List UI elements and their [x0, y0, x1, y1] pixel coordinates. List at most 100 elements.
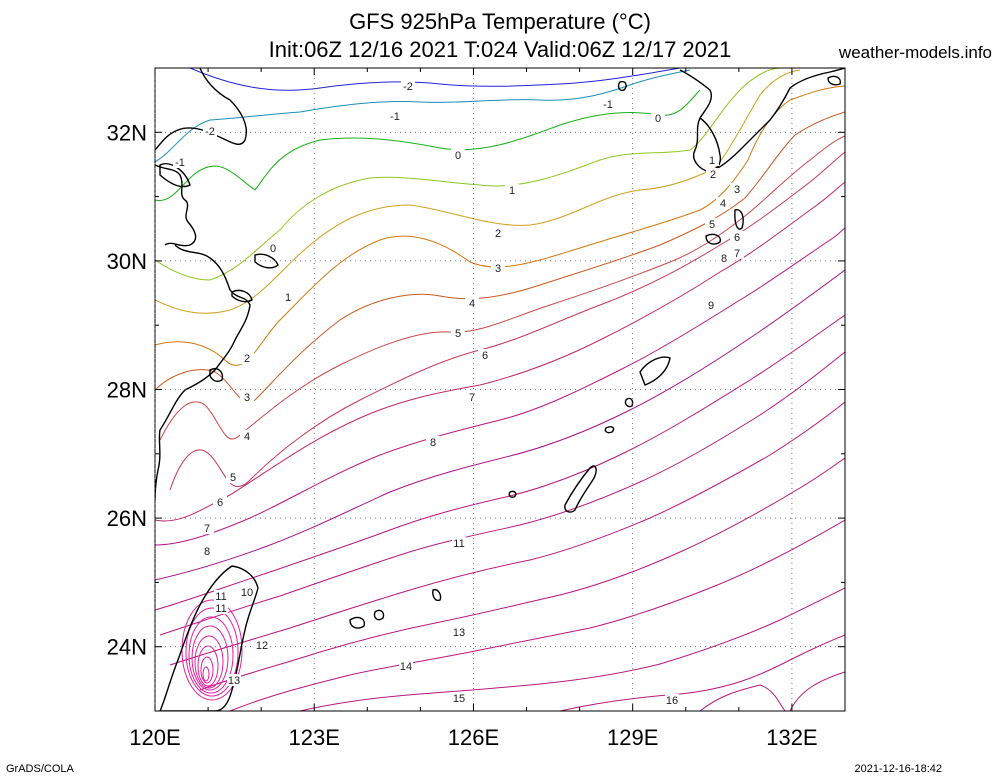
tick-marks	[154, 67, 846, 712]
contour-label: 6	[482, 350, 488, 362]
contour-label: 5	[709, 219, 715, 231]
contour-label: 11	[215, 603, 226, 615]
contour-label: 8	[721, 253, 727, 265]
lon-tick-label: 120E	[129, 725, 180, 750]
contour-line	[155, 227, 845, 546]
contour-label: 8	[204, 546, 210, 558]
contour-line	[194, 635, 224, 689]
contour-label: -1	[390, 111, 400, 123]
contour-line	[159, 135, 845, 441]
contour-line	[200, 656, 214, 684]
contour-line	[197, 645, 219, 687]
contour-label: 0	[655, 113, 661, 125]
contour-label: 4	[720, 198, 726, 210]
contour-label: 7	[469, 392, 475, 404]
contour-line	[188, 616, 234, 694]
contour-label: 6	[734, 232, 740, 244]
island	[254, 253, 279, 269]
lat-tick-label: 26N	[107, 506, 147, 531]
contour-line	[191, 625, 229, 691]
okinawa	[564, 465, 597, 513]
footer-timestamp: 2021-12-16-18:42	[854, 763, 942, 775]
contour-label: 2	[495, 228, 501, 240]
contour-label: -1	[175, 157, 185, 169]
contour-label: 2	[710, 169, 716, 181]
contour-line	[155, 181, 845, 522]
contour-label: 15	[453, 693, 465, 705]
contour-label: 6	[217, 497, 223, 509]
coastlines	[155, 68, 845, 711]
contour-line	[169, 151, 845, 491]
contour-label: 2	[244, 353, 250, 365]
contour-label: -2	[403, 81, 413, 93]
tokunoshima	[624, 397, 634, 408]
contour-label: 16	[666, 695, 678, 707]
contour-label: 14	[400, 661, 412, 673]
contour-label: 4	[469, 298, 475, 310]
graticule	[154, 68, 845, 711]
tanegashima	[734, 209, 744, 230]
contour-label: 3	[734, 184, 740, 196]
latitude-axis: 32N 30N 28N 26N 24N	[107, 120, 147, 659]
contour-label: 7	[204, 523, 210, 535]
contour-label: 3	[495, 263, 501, 275]
longitude-axis: 120E 123E 126E 129E 132E	[129, 725, 817, 750]
island	[231, 289, 253, 303]
japan-kyushu	[679, 68, 845, 173]
miyako	[432, 588, 442, 602]
contour-line	[155, 89, 701, 201]
okinoerabu	[604, 426, 615, 434]
contour-label: 3	[244, 392, 250, 404]
contour-label: 1	[709, 155, 715, 167]
contour-line	[559, 634, 845, 711]
contour-label: 13	[228, 675, 240, 687]
amami	[639, 356, 671, 386]
contour-label: -2	[205, 126, 215, 138]
contour-label: 9	[708, 300, 714, 312]
contour-label: 1	[285, 292, 291, 304]
contour-label: 4	[244, 431, 250, 443]
contour-line	[155, 69, 691, 163]
contour-line	[699, 684, 786, 711]
contour-line	[159, 351, 845, 636]
taiwan	[159, 565, 259, 711]
contour-label: 0	[270, 243, 276, 255]
contour-label: 5	[455, 328, 461, 340]
contour-line	[199, 457, 845, 691]
contour-label: 1	[509, 185, 515, 197]
map-subtitle: Init:06Z 12/16 2021 T:024 Valid:06Z 12/1…	[268, 37, 732, 62]
contour-label: 11	[215, 591, 226, 603]
contour-labels: -2-2-1-1-1000111222333444555666777888910…	[173, 80, 744, 707]
iriomote	[373, 609, 385, 621]
contour-label: 7	[734, 248, 740, 260]
contour-line	[185, 607, 239, 697]
lat-tick-label: 28N	[107, 378, 147, 403]
contour-label: 13	[453, 627, 465, 639]
contour-line	[169, 401, 845, 666]
contour-line	[229, 519, 845, 711]
china-coast	[155, 68, 251, 501]
contour-line	[155, 68, 781, 281]
lat-tick-label: 24N	[107, 635, 147, 660]
footer-software: GrADS/COLA	[6, 763, 74, 775]
lon-tick-label: 132E	[766, 725, 817, 750]
contour-line	[155, 269, 845, 581]
contour-line	[155, 69, 801, 314]
contour-label: 8	[430, 437, 436, 449]
kerama	[508, 490, 517, 498]
contour-line	[155, 314, 845, 611]
contour-label: 10	[241, 587, 253, 599]
yakushima	[705, 233, 721, 245]
contour-label: 5	[230, 472, 236, 484]
lon-tick-label: 123E	[289, 725, 340, 750]
lat-tick-label: 30N	[107, 249, 147, 274]
island	[159, 163, 191, 188]
contour-label: -1	[603, 99, 613, 111]
contour-label: 0	[455, 150, 461, 162]
lon-tick-label: 129E	[607, 725, 658, 750]
contour-line	[299, 587, 845, 711]
contour-line	[202, 666, 210, 682]
ishigaki	[349, 616, 365, 629]
map-title: GFS 925hPa Temperature (°C)	[349, 9, 651, 34]
